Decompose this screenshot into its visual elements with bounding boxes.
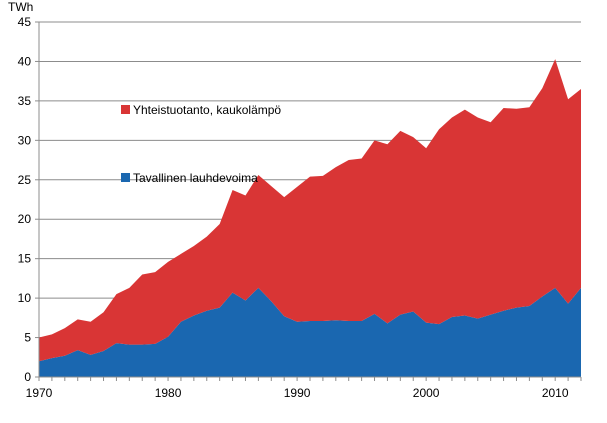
areas (39, 59, 581, 377)
y-tick-label: 30 (18, 133, 32, 147)
legend: Yhteistuotanto, kaukolämpö Tavallinen la… (121, 103, 281, 185)
y-tick-label: 20 (18, 212, 32, 226)
x-tick-label: 1990 (284, 386, 311, 400)
legend-label-condensing: Tavallinen lauhdevoima (133, 171, 258, 185)
legend-label-cogeneration: Yhteistuotanto, kaukolämpö (133, 103, 281, 117)
y-tick-label: 45 (18, 15, 32, 29)
y-tick-label: 15 (18, 252, 32, 266)
y-tick-label: 35 (18, 94, 32, 108)
y-tick-label: 0 (24, 370, 31, 384)
area-series-0 (39, 287, 581, 377)
y-tick-label: 5 (24, 331, 31, 345)
y-tick-label: 10 (18, 291, 32, 305)
area-series-1 (39, 59, 581, 362)
axes: 0 5 10 15 20 25 30 35 40 45 1970 1980 1990 2000 2010 (18, 15, 582, 400)
y-axis-unit-label: TWh (8, 0, 33, 14)
legend-swatch-cogeneration (121, 105, 130, 114)
x-tick-label: 1970 (26, 386, 53, 400)
y-tick-label: 25 (18, 173, 32, 187)
legend-swatch-condensing (121, 173, 130, 182)
x-tick-label: 2000 (413, 386, 440, 400)
x-tick-label: 1980 (155, 386, 182, 400)
y-tick-label: 40 (18, 54, 32, 68)
x-tick-label: 2010 (542, 386, 569, 400)
